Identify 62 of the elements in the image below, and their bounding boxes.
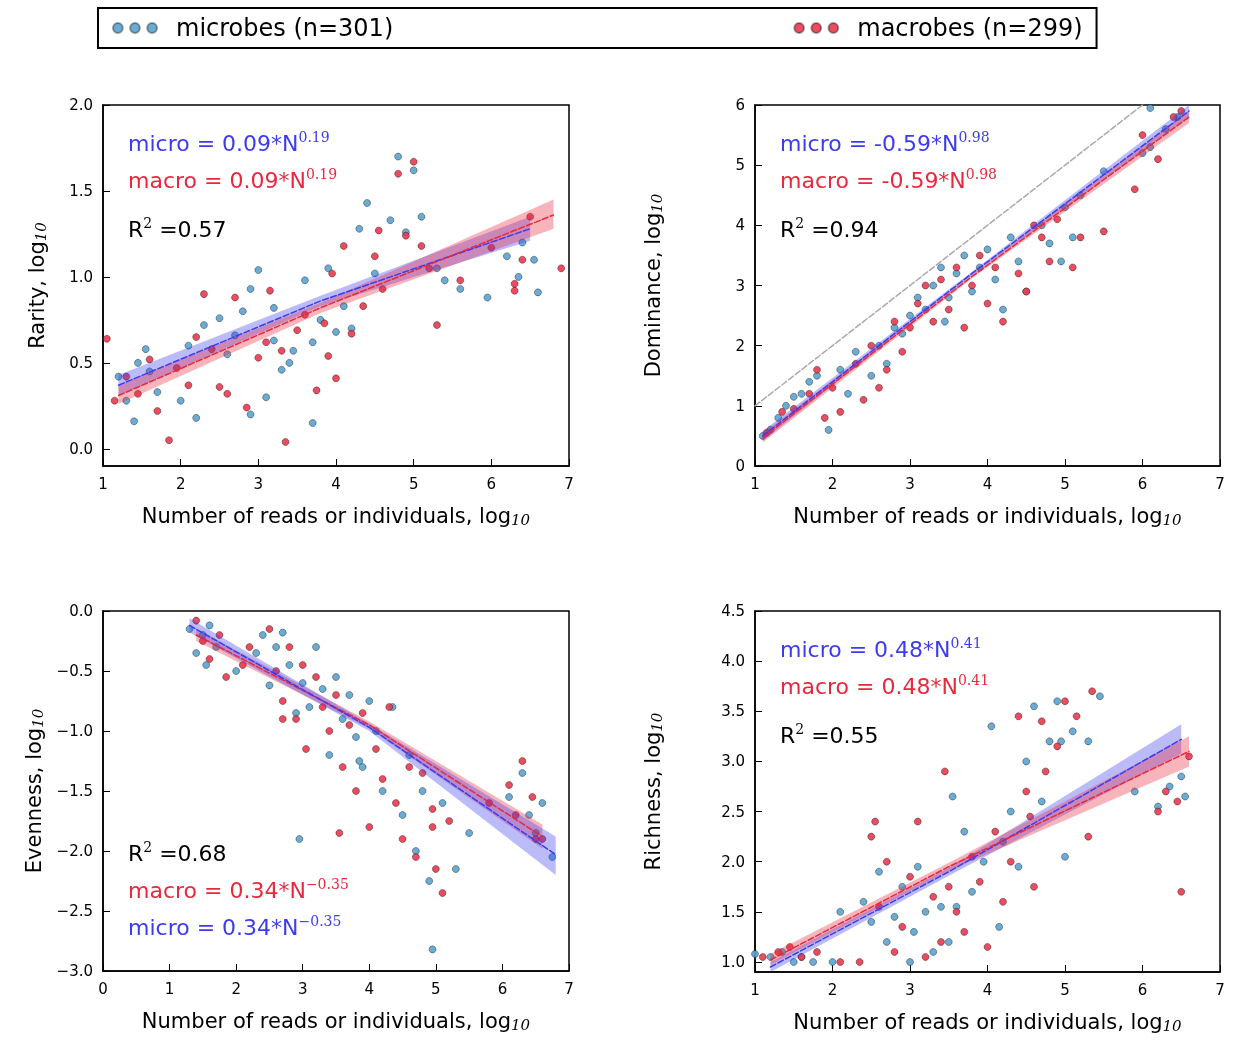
x-tick-label: 7: [564, 979, 574, 998]
x-tick-label: 3: [253, 474, 264, 493]
legend-label: microbes (n=301): [176, 14, 394, 42]
y-tick-label: −3.0: [56, 962, 93, 980]
y-tick-label: 1.5: [69, 181, 93, 200]
x-tick-label: 6: [1137, 980, 1148, 999]
x-tick-label: 2: [175, 474, 186, 493]
y-tick-label: 3.5: [721, 702, 745, 721]
y-tick-label: 1.5: [721, 902, 745, 921]
y-axis-title: Dominance, log10: [640, 193, 666, 378]
y-tick-label: 0.5: [69, 353, 93, 372]
x-tick-label: 5: [431, 979, 441, 998]
y-tick-label: 1.0: [69, 267, 93, 286]
x-tick-label: 3: [905, 980, 915, 999]
y-tick-label: −0.5: [56, 662, 93, 680]
y-axis-title: Rarity, log10: [24, 221, 50, 349]
x-tick-label: 4: [331, 474, 341, 493]
x-tick-label: 2: [827, 980, 838, 999]
y-tick-label: −2.5: [56, 902, 93, 920]
x-tick-label: 3: [905, 474, 915, 493]
y-tick-label: 3: [735, 276, 745, 295]
x-tick-label: 5: [408, 474, 419, 493]
y-tick-label: 0.0: [69, 602, 93, 620]
x-tick-label: 6: [486, 474, 497, 493]
x-tick-label: 2: [231, 979, 241, 998]
y-tick-label: 6: [735, 96, 745, 114]
y-tick-label: 0: [735, 457, 745, 475]
y-axis-title: Richness, log10: [640, 712, 666, 871]
y-tick-label: 2.0: [69, 96, 93, 114]
y-tick-label: −1.0: [56, 722, 93, 740]
y-tick-label: 2.5: [721, 802, 745, 821]
y-tick-label: 4.5: [721, 602, 745, 620]
y-tick-label: 4: [735, 216, 745, 235]
x-tick-label: 7: [1215, 474, 1225, 493]
x-tick-label: 6: [497, 979, 508, 998]
y-tick-label: 0.0: [69, 439, 93, 458]
x-tick-label: 7: [1215, 980, 1225, 999]
y-tick-label: 1.0: [721, 952, 745, 971]
x-tick-label: 5: [1060, 474, 1070, 493]
y-tick-label: 2: [735, 336, 745, 355]
x-tick-label: 5: [1060, 980, 1070, 999]
x-tick-label: 0: [98, 979, 108, 998]
y-tick-label: −1.5: [56, 782, 93, 800]
y-tick-label: 3.0: [721, 752, 745, 771]
y-tick-label: −2.0: [56, 842, 93, 860]
x-tick-label: 1: [750, 980, 760, 999]
x-tick-label: 1: [164, 979, 175, 998]
y-axis-title: Evenness, log10: [22, 708, 48, 874]
x-tick-label: 2: [827, 474, 838, 493]
x-tick-label: 7: [564, 474, 574, 493]
x-tick-label: 4: [982, 980, 993, 999]
x-tick-label: 1: [98, 474, 108, 493]
y-tick-label: 5: [735, 156, 745, 175]
x-tick-label: 4: [982, 474, 993, 493]
x-tick-label: 6: [1137, 474, 1148, 493]
y-tick-label: 1: [735, 396, 745, 415]
x-tick-label: 1: [750, 474, 760, 493]
x-tick-label: 4: [364, 979, 375, 998]
y-tick-label: 2.0: [721, 852, 745, 871]
x-tick-label: 3: [297, 979, 308, 998]
legend-label: macrobes (n=299): [857, 14, 1083, 42]
y-tick-label: 4.0: [721, 652, 745, 671]
